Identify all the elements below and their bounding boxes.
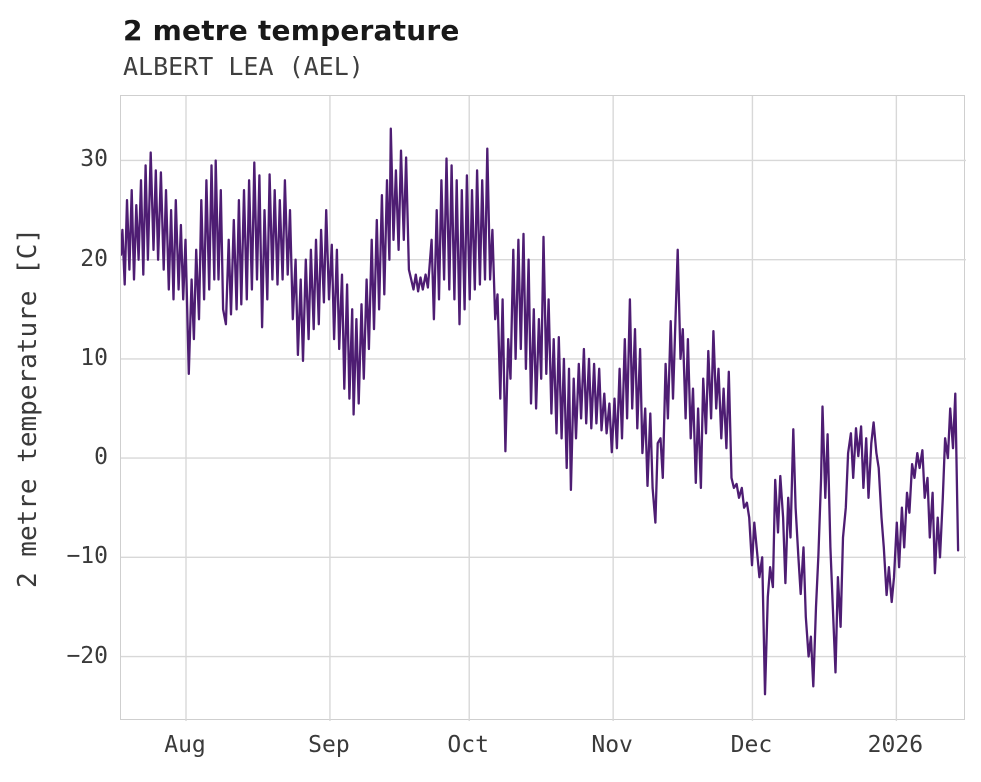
y-tick-label: 20 [80, 245, 108, 272]
x-tick-label: Dec [730, 732, 773, 758]
x-tick-label: Oct [447, 732, 489, 758]
temperature-series-line [121, 127, 960, 696]
y-tick-label: −10 [66, 543, 108, 570]
x-tick-label: Aug [164, 732, 206, 758]
x-tick-label: Nov [591, 732, 633, 758]
temperature-line-chart [121, 96, 966, 721]
x-tick-label: Sep [308, 732, 350, 758]
y-tick-label: 10 [80, 344, 108, 371]
chart-subtitle: ALBERT LEA (AEL) [123, 52, 364, 81]
y-tick-label: 0 [94, 444, 108, 471]
x-tick-label: 2026 [867, 732, 924, 758]
y-tick-label: 30 [80, 146, 108, 173]
plot-area [120, 95, 966, 721]
y-axis-label: 2 metre temperature [C] [13, 227, 43, 588]
chart-title: 2 metre temperature [123, 14, 460, 47]
y-tick-label: −20 [66, 642, 108, 669]
